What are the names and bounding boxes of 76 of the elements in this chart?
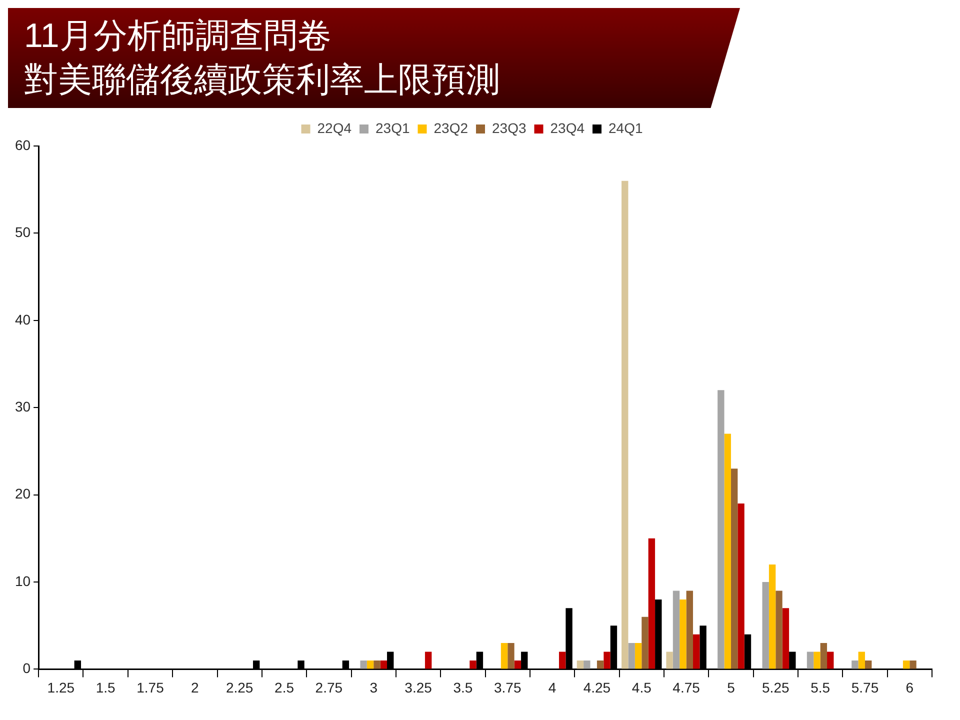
bar bbox=[558, 652, 566, 669]
bar bbox=[514, 660, 522, 669]
legend-label: 23Q3 bbox=[492, 120, 526, 136]
x-tick-label: 1.75 bbox=[136, 679, 164, 696]
legend-label: 22Q4 bbox=[317, 120, 352, 136]
bar bbox=[858, 652, 865, 669]
y-tick-label: 30 bbox=[14, 398, 31, 414]
y-tick-label: 50 bbox=[14, 224, 31, 240]
y-tick-label: 20 bbox=[14, 486, 31, 502]
bar bbox=[648, 538, 656, 669]
bar bbox=[500, 643, 508, 669]
bar bbox=[424, 652, 432, 669]
bar bbox=[782, 608, 790, 669]
legend-label: 23Q4 bbox=[550, 120, 585, 136]
bar bbox=[576, 660, 584, 669]
bar bbox=[628, 643, 635, 669]
x-tick-label: 2.25 bbox=[226, 679, 254, 696]
chart-subtitle: 對美聯儲後續政策利率上限預測 bbox=[24, 60, 501, 101]
bar bbox=[604, 652, 610, 669]
bar bbox=[584, 660, 590, 669]
bar bbox=[864, 660, 872, 669]
bar bbox=[762, 582, 769, 669]
bar bbox=[910, 660, 916, 669]
bar bbox=[776, 590, 782, 669]
x-tick-label: 3.25 bbox=[404, 679, 432, 696]
bar bbox=[738, 504, 744, 669]
bar bbox=[768, 564, 776, 669]
bar bbox=[642, 616, 648, 669]
x-tick-label: 6 bbox=[906, 679, 914, 696]
chart-title: 11月分析師調查問卷 bbox=[24, 16, 332, 57]
x-tick-label: 2 bbox=[191, 679, 200, 696]
x-tick-label: 3.5 bbox=[453, 679, 473, 696]
x-tick-label: 5.5 bbox=[810, 679, 830, 696]
legend-label: 24Q1 bbox=[608, 120, 643, 136]
bar bbox=[718, 390, 724, 669]
bar bbox=[806, 652, 814, 669]
bar bbox=[827, 652, 834, 669]
legend-label: 23Q1 bbox=[376, 120, 410, 136]
bar bbox=[380, 660, 388, 669]
y-tick-label: 10 bbox=[14, 572, 31, 589]
x-tick-label: 3 bbox=[370, 679, 378, 696]
y-tick-label: 40 bbox=[14, 311, 31, 328]
bar bbox=[902, 660, 910, 669]
bar bbox=[666, 652, 673, 669]
bar bbox=[634, 643, 642, 669]
bar bbox=[814, 652, 820, 669]
bar bbox=[672, 590, 680, 669]
x-tick-label: 4.75 bbox=[672, 679, 700, 696]
bar bbox=[852, 660, 858, 669]
y-tick-label: 60 bbox=[14, 136, 31, 153]
x-tick-label: 4.5 bbox=[632, 679, 652, 696]
x-tick-label: 5.25 bbox=[762, 679, 790, 696]
x-tick-label: 3.75 bbox=[494, 679, 522, 696]
x-tick-label: 5.75 bbox=[851, 679, 879, 696]
bar bbox=[686, 590, 694, 669]
bar bbox=[374, 660, 380, 669]
bar bbox=[693, 634, 700, 669]
bar bbox=[360, 660, 367, 669]
x-tick-label: 4.25 bbox=[583, 679, 611, 696]
bar bbox=[724, 434, 731, 669]
bar bbox=[730, 468, 738, 669]
bar bbox=[596, 660, 604, 669]
bar bbox=[820, 643, 828, 669]
x-tick-label: 1.25 bbox=[47, 679, 75, 696]
bar bbox=[366, 660, 374, 669]
x-tick-label: 2.75 bbox=[315, 679, 343, 696]
bar bbox=[622, 180, 628, 669]
bar bbox=[680, 599, 686, 669]
legend-label: 23Q2 bbox=[434, 120, 468, 136]
x-tick-label: 2.5 bbox=[274, 679, 294, 696]
x-tick-label: 1.5 bbox=[96, 679, 116, 696]
bar bbox=[470, 660, 476, 669]
x-tick-label: 5 bbox=[727, 679, 736, 696]
x-tick-label: 4 bbox=[548, 679, 556, 696]
bar bbox=[508, 643, 514, 669]
y-tick-label: 0 bbox=[22, 660, 31, 676]
